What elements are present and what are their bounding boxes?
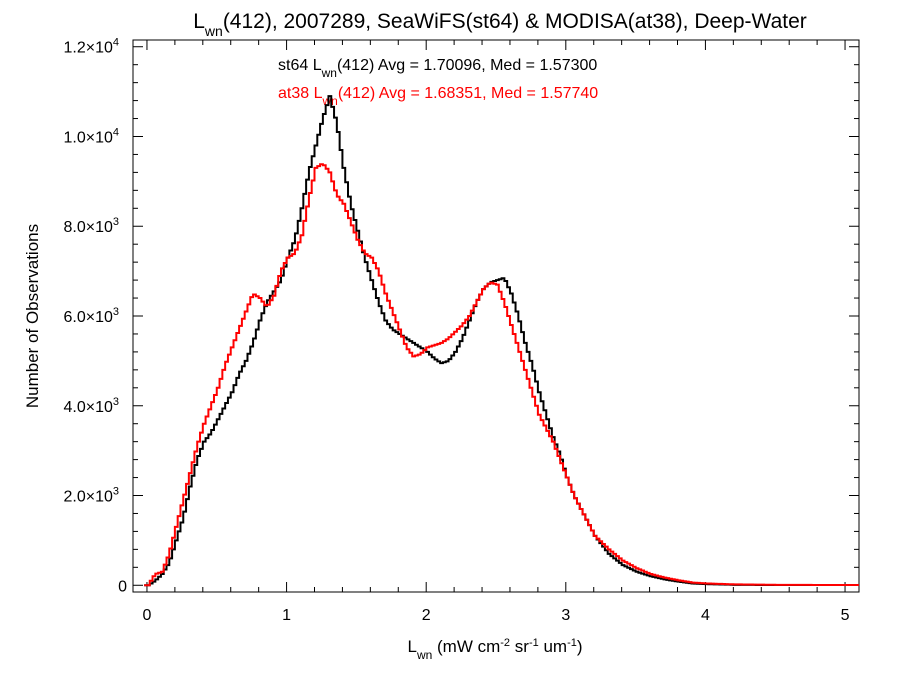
y-tick-label: 8.0×103 [63,216,119,236]
y-tick-label: 1.0×104 [63,126,119,146]
series-group [144,95,859,587]
y-tick-label: 1.2×104 [63,37,119,57]
legend-at38: at38 Lwn(412) Avg = 1.68351, Med = 1.577… [278,85,598,108]
y-axis-label: Number of Observations [23,224,42,408]
series-st64-line [144,95,859,587]
chart-title: Lwn(412), 2007289, SeaWiFS(st64) & MODIS… [193,10,807,39]
y-tick-label: 2.0×103 [63,486,119,506]
series-at38-line [144,163,859,587]
x-tick-label: 5 [841,607,850,624]
x-axis-label: Lwn (mW cm-2 sr-1 um-1) [407,637,582,662]
axis-ticks: 0 1 2 3 4 5 0 2.0×103 4.0×103 6.0×103 8.0×103 1.0×1… [63,37,859,624]
plot-frame [132,39,860,593]
x-tick-label: 4 [701,607,710,624]
y-tick-label: 0 [118,578,127,595]
x-tick-label: 2 [422,607,431,624]
legend-st64: st64 Lwn(412) Avg = 1.70096, Med = 1.573… [278,57,597,80]
x-tick-label: 0 [143,607,152,624]
x-tick-label: 1 [282,607,291,624]
y-tick-label: 4.0×103 [63,396,119,416]
x-tick-label: 3 [561,607,570,624]
y-tick-label: 6.0×103 [63,306,119,326]
